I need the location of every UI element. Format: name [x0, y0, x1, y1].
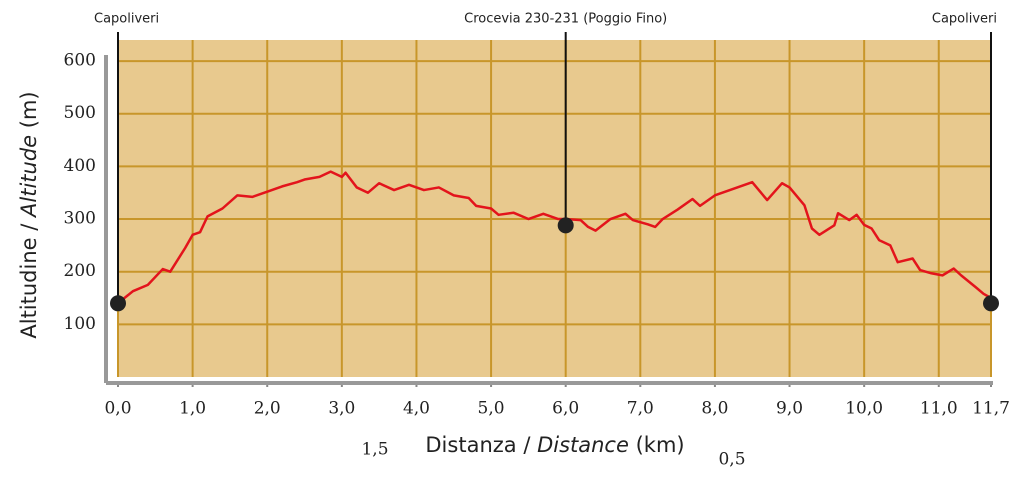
x-tick-label: 4,0: [403, 399, 430, 419]
elevation-line: [117, 170, 992, 305]
y-tick-label: 100: [64, 314, 96, 334]
stray-label: 0,5: [718, 450, 745, 470]
y-tick-label: 200: [64, 261, 96, 281]
x-label-text: Distanza /: [425, 433, 531, 457]
y-tick-label: 600: [64, 51, 96, 71]
marker-point: [110, 295, 126, 312]
x-tick-label: 7,0: [627, 399, 654, 419]
y-tick-label: 400: [64, 156, 96, 176]
marker-label: Capoliveri: [932, 12, 997, 27]
y-label-unit: (m): [17, 91, 41, 128]
x-tick-label: 10,0: [845, 399, 883, 419]
x-tick-label: 9,0: [776, 399, 803, 419]
x-axis-label: Distanza / Distance (km): [425, 433, 684, 457]
marker-label: Crocevia 230-231 (Poggio Fino): [464, 12, 667, 27]
x-tick-label: 6,0: [552, 399, 579, 419]
y-label-text: Altitudine /: [17, 223, 41, 339]
y-label-italic: Altitude: [17, 135, 41, 219]
marker-point: [983, 295, 999, 312]
marker-point: [557, 217, 574, 234]
plot-area: [118, 40, 991, 377]
x-tick-label: 3,0: [328, 399, 355, 419]
x-tick-label: 11,0: [920, 399, 958, 419]
x-tick-label: 2,0: [254, 399, 281, 419]
marker-label: Capoliveri: [94, 12, 159, 27]
x-tick-label: 11,7: [972, 399, 1010, 419]
x-tick-label: 1,0: [179, 399, 206, 419]
x-tick-label: 5,0: [478, 399, 505, 419]
x-label-italic: Distance: [537, 433, 629, 457]
y-tick-label: 300: [64, 209, 96, 229]
x-tick-label: 0,0: [104, 399, 131, 419]
x-label-unit: (km): [636, 433, 685, 457]
y-axis-label: Altitudine / Altitude (m): [17, 91, 41, 338]
y-tick-label: 500: [64, 103, 96, 123]
stray-label: 1,5: [361, 440, 388, 460]
x-tick-label: 8,0: [701, 399, 728, 419]
